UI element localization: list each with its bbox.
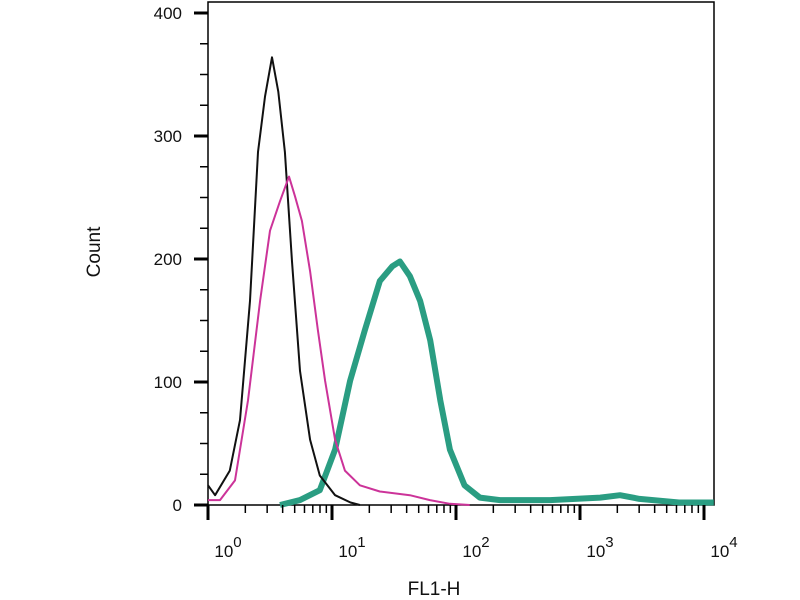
- tick-base: 10: [710, 542, 729, 561]
- x-axis-label: FL1-H: [408, 579, 461, 600]
- series-control: [207, 56, 361, 506]
- y-tick-label: 200: [154, 250, 182, 269]
- y-axis-label: Count: [84, 226, 105, 277]
- series-isotype: [208, 175, 470, 506]
- tick-exponent: 2: [481, 534, 489, 551]
- plot-frame: [207, 1, 715, 506]
- series-layer: [207, 56, 714, 508]
- y-tick-label: 0: [173, 496, 182, 515]
- x-tick-label: 102: [462, 534, 489, 561]
- tick-base: 10: [462, 542, 481, 561]
- tick-exponent: 3: [605, 534, 613, 551]
- y-tick-label: 400: [154, 4, 182, 23]
- tick-exponent: 0: [233, 534, 241, 551]
- x-tick-label: 103: [586, 534, 613, 561]
- y-tick-label: 300: [154, 127, 182, 146]
- tick-base: 10: [338, 542, 357, 561]
- y-tick-label: 100: [154, 373, 182, 392]
- tick-base: 10: [214, 542, 233, 561]
- tick-exponent: 1: [357, 534, 365, 551]
- x-tick-label: 101: [338, 534, 365, 561]
- x-tick-label: 100: [214, 534, 241, 561]
- x-tick-label: 104: [710, 534, 737, 561]
- tick-base: 10: [586, 542, 605, 561]
- tick-exponent: 4: [729, 534, 737, 551]
- series-stained: [279, 258, 714, 508]
